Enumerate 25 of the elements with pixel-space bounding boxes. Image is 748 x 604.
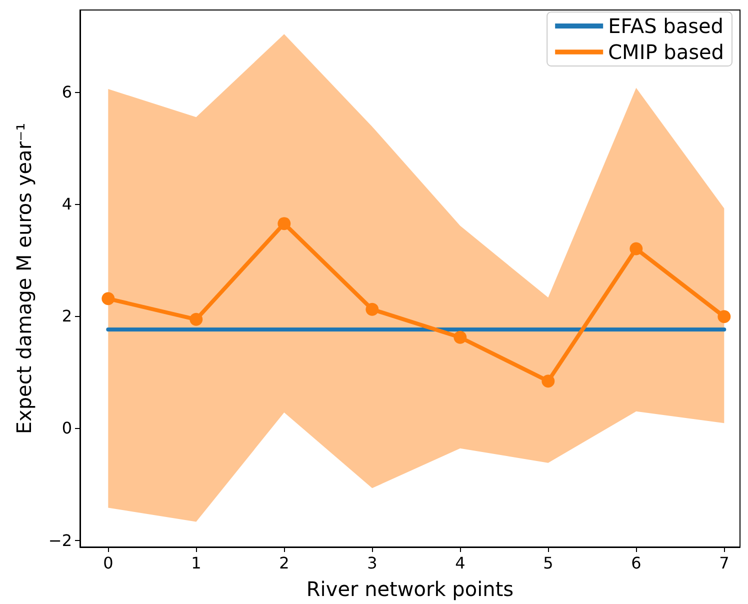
point <box>454 330 467 344</box>
x-tick-label: 4 <box>455 554 466 572</box>
y-axis-title: Expect damage M euros year⁻¹ <box>12 122 36 434</box>
point <box>542 374 555 388</box>
point <box>278 217 291 230</box>
x-tick-label: 1 <box>191 554 202 572</box>
x-tick-label: 7 <box>719 554 730 572</box>
legend-label: CMIP based <box>608 40 724 64</box>
x-axis-title: River network points <box>306 577 514 601</box>
y-tick-label: −2 <box>48 530 72 550</box>
x-tick-label: 2 <box>279 554 290 572</box>
point <box>718 310 731 324</box>
y-tick-label: 4 <box>62 194 72 214</box>
x-tick-label: 3 <box>367 554 378 572</box>
y-tick-label: 6 <box>62 82 72 102</box>
point <box>630 242 643 256</box>
point <box>102 292 115 306</box>
point <box>190 312 203 326</box>
y-tick-label: 2 <box>62 306 72 326</box>
y-tick-label: 0 <box>62 418 72 438</box>
point <box>366 302 379 316</box>
x-tick-label: 0 <box>103 554 114 572</box>
x-tick-label: 5 <box>543 554 554 572</box>
legend-label: EFAS based <box>608 14 724 38</box>
x-tick-label: 6 <box>631 554 642 572</box>
